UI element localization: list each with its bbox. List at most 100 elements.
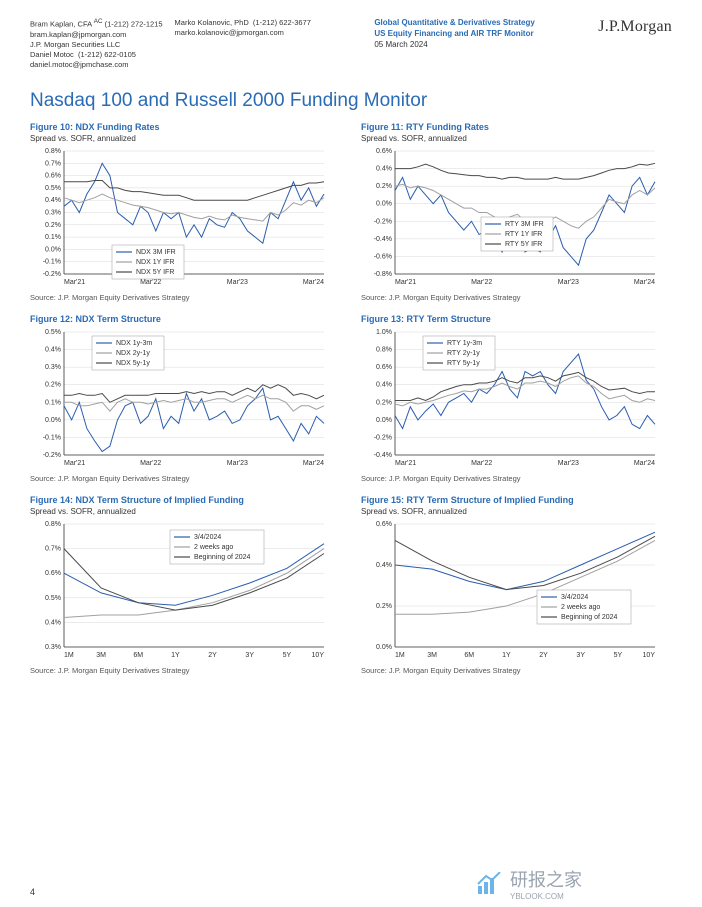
svg-text:Mar'21: Mar'21 (64, 279, 85, 286)
svg-text:Mar'23: Mar'23 (227, 460, 248, 467)
svg-text:0.2%: 0.2% (376, 399, 392, 406)
fig-title: Figure 10: NDX Funding Rates (30, 122, 341, 132)
svg-text:Mar'22: Mar'22 (140, 279, 161, 286)
svg-text:6M: 6M (464, 652, 474, 659)
svg-text:2Y: 2Y (539, 652, 548, 659)
doc-date: 05 March 2024 (374, 40, 535, 51)
svg-text:5Y: 5Y (614, 652, 623, 659)
svg-text:0.4%: 0.4% (376, 562, 392, 569)
svg-text:Mar'23: Mar'23 (227, 279, 248, 286)
svg-text:0.4%: 0.4% (45, 347, 61, 354)
svg-text:1M: 1M (64, 652, 74, 659)
svg-text:3/4/2024: 3/4/2024 (194, 534, 221, 541)
svg-text:-0.4%: -0.4% (374, 236, 392, 243)
svg-text:Mar'21: Mar'21 (395, 279, 416, 286)
svg-text:-0.8%: -0.8% (374, 271, 392, 278)
svg-text:0.3%: 0.3% (45, 364, 61, 371)
svg-text:NDX 5Y IFR: NDX 5Y IFR (136, 269, 174, 276)
svg-text:RTY 2y-1y: RTY 2y-1y (447, 350, 480, 357)
contact-phone: (1-212) 272-1215 (105, 20, 163, 29)
source-text: Source: J.P. Morgan Equity Derivatives S… (361, 666, 672, 675)
svg-text:NDX 2y-1y: NDX 2y-1y (116, 350, 150, 357)
section-title: Nasdaq 100 and Russell 2000 Funding Moni… (30, 90, 672, 112)
svg-text:0.6%: 0.6% (376, 521, 392, 528)
svg-text:0.3%: 0.3% (45, 644, 61, 651)
doc-line: US Equity Financing and AIR TRF Monitor (374, 29, 535, 40)
svg-text:1M: 1M (395, 652, 405, 659)
chart-svg: -0.4%-0.2%0.0%0.2%0.4%0.6%0.8%1.0%Mar'21… (361, 326, 661, 471)
svg-text:0.2%: 0.2% (376, 603, 392, 610)
svg-text:Mar'21: Mar'21 (64, 460, 85, 467)
contact-phone: (1-212) 622-0105 (78, 50, 136, 59)
source-text: Source: J.P. Morgan Equity Derivatives S… (30, 474, 341, 483)
svg-text:NDX 1Y IFR: NDX 1Y IFR (136, 259, 174, 266)
svg-text:0.0%: 0.0% (376, 201, 392, 208)
contact-name: Daniel Motoc (30, 50, 74, 59)
svg-text:2 weeks ago: 2 weeks ago (561, 604, 600, 611)
chart-fig10: Figure 10: NDX Funding Rates Spread vs. … (30, 122, 341, 308)
svg-text:1.0%: 1.0% (376, 329, 392, 336)
svg-text:Mar'24: Mar'24 (634, 279, 655, 286)
svg-text:Mar'22: Mar'22 (140, 460, 161, 467)
watermark-sub: YBLOOK.COM (510, 892, 582, 901)
source-text: Source: J.P. Morgan Equity Derivatives S… (361, 293, 672, 302)
header-contacts: Bram Kaplan, CFA AC (1-212) 272-1215 bra… (30, 18, 311, 70)
svg-text:RTY 1Y IFR: RTY 1Y IFR (505, 231, 542, 238)
svg-text:0.5%: 0.5% (45, 329, 61, 336)
fig-subtitle: Spread vs. SOFR, annualized (30, 134, 341, 143)
chart-fig13: Figure 13: RTY Term Structure -0.4%-0.2%… (361, 314, 672, 489)
svg-text:0.5%: 0.5% (45, 595, 61, 602)
svg-text:0.0%: 0.0% (45, 417, 61, 424)
chart-svg: 0.0%0.2%0.4%0.6%1M3M6M1Y2Y3Y5Y10Y3/4/202… (361, 518, 661, 663)
svg-text:5Y: 5Y (283, 652, 292, 659)
svg-text:Mar'24: Mar'24 (303, 279, 324, 286)
svg-text:0.7%: 0.7% (45, 546, 61, 553)
svg-text:Mar'23: Mar'23 (558, 279, 579, 286)
svg-text:NDX 3M IFR: NDX 3M IFR (136, 249, 176, 256)
svg-text:10Y: 10Y (643, 652, 656, 659)
fig-title: Figure 13: RTY Term Structure (361, 314, 672, 324)
chart-svg: 0.3%0.4%0.5%0.6%0.7%0.8%1M3M6M1Y2Y3Y5Y10… (30, 518, 330, 663)
svg-text:3Y: 3Y (245, 652, 254, 659)
fig-subtitle: Spread vs. SOFR, annualized (361, 134, 672, 143)
header-doc-info: Global Quantitative & Derivatives Strate… (374, 18, 535, 70)
svg-text:Mar'24: Mar'24 (634, 460, 655, 467)
watermark-icon (476, 872, 504, 896)
svg-text:0.4%: 0.4% (45, 197, 61, 204)
svg-text:RTY 3M IFR: RTY 3M IFR (505, 221, 544, 228)
chart-fig15: Figure 15: RTY Term Structure of Implied… (361, 495, 672, 681)
page-header: Bram Kaplan, CFA AC (1-212) 272-1215 bra… (30, 18, 672, 70)
svg-text:0.2%: 0.2% (376, 183, 392, 190)
svg-text:3Y: 3Y (576, 652, 585, 659)
watermark-zh: 研报之家 (510, 870, 582, 890)
svg-text:0.8%: 0.8% (45, 148, 61, 155)
svg-text:0.0%: 0.0% (45, 247, 61, 254)
svg-text:Mar'22: Mar'22 (471, 279, 492, 286)
svg-text:1Y: 1Y (171, 652, 180, 659)
contact-email: marko.kolanovic@jpmorgan.com (175, 28, 311, 38)
contact-email: daniel.motoc@jpmchase.com (30, 60, 163, 70)
svg-text:0.6%: 0.6% (376, 364, 392, 371)
fig-subtitle: Spread vs. SOFR, annualized (30, 507, 341, 516)
svg-text:0.2%: 0.2% (45, 222, 61, 229)
chart-svg: -0.8%-0.6%-0.4%-0.2%0.0%0.2%0.4%0.6%Mar'… (361, 145, 661, 290)
contact-email: bram.kaplan@jpmorgan.com (30, 30, 163, 40)
svg-text:3/4/2024: 3/4/2024 (561, 594, 588, 601)
source-text: Source: J.P. Morgan Equity Derivatives S… (30, 666, 341, 675)
svg-text:-0.2%: -0.2% (374, 218, 392, 225)
contact-block-1: Bram Kaplan, CFA AC (1-212) 272-1215 bra… (30, 18, 163, 70)
svg-text:Mar'21: Mar'21 (395, 460, 416, 467)
svg-text:0.8%: 0.8% (376, 347, 392, 354)
source-text: Source: J.P. Morgan Equity Derivatives S… (361, 474, 672, 483)
svg-text:Beginning of 2024: Beginning of 2024 (561, 614, 618, 621)
svg-text:0.3%: 0.3% (45, 210, 61, 217)
svg-text:0.7%: 0.7% (45, 160, 61, 167)
svg-text:0.5%: 0.5% (45, 185, 61, 192)
svg-text:-0.1%: -0.1% (43, 435, 61, 442)
svg-text:-0.4%: -0.4% (374, 452, 392, 459)
svg-text:0.4%: 0.4% (376, 166, 392, 173)
svg-text:0.0%: 0.0% (376, 644, 392, 651)
svg-text:0.6%: 0.6% (376, 148, 392, 155)
contact-name: Bram Kaplan, CFA (30, 20, 92, 29)
svg-text:6M: 6M (133, 652, 143, 659)
